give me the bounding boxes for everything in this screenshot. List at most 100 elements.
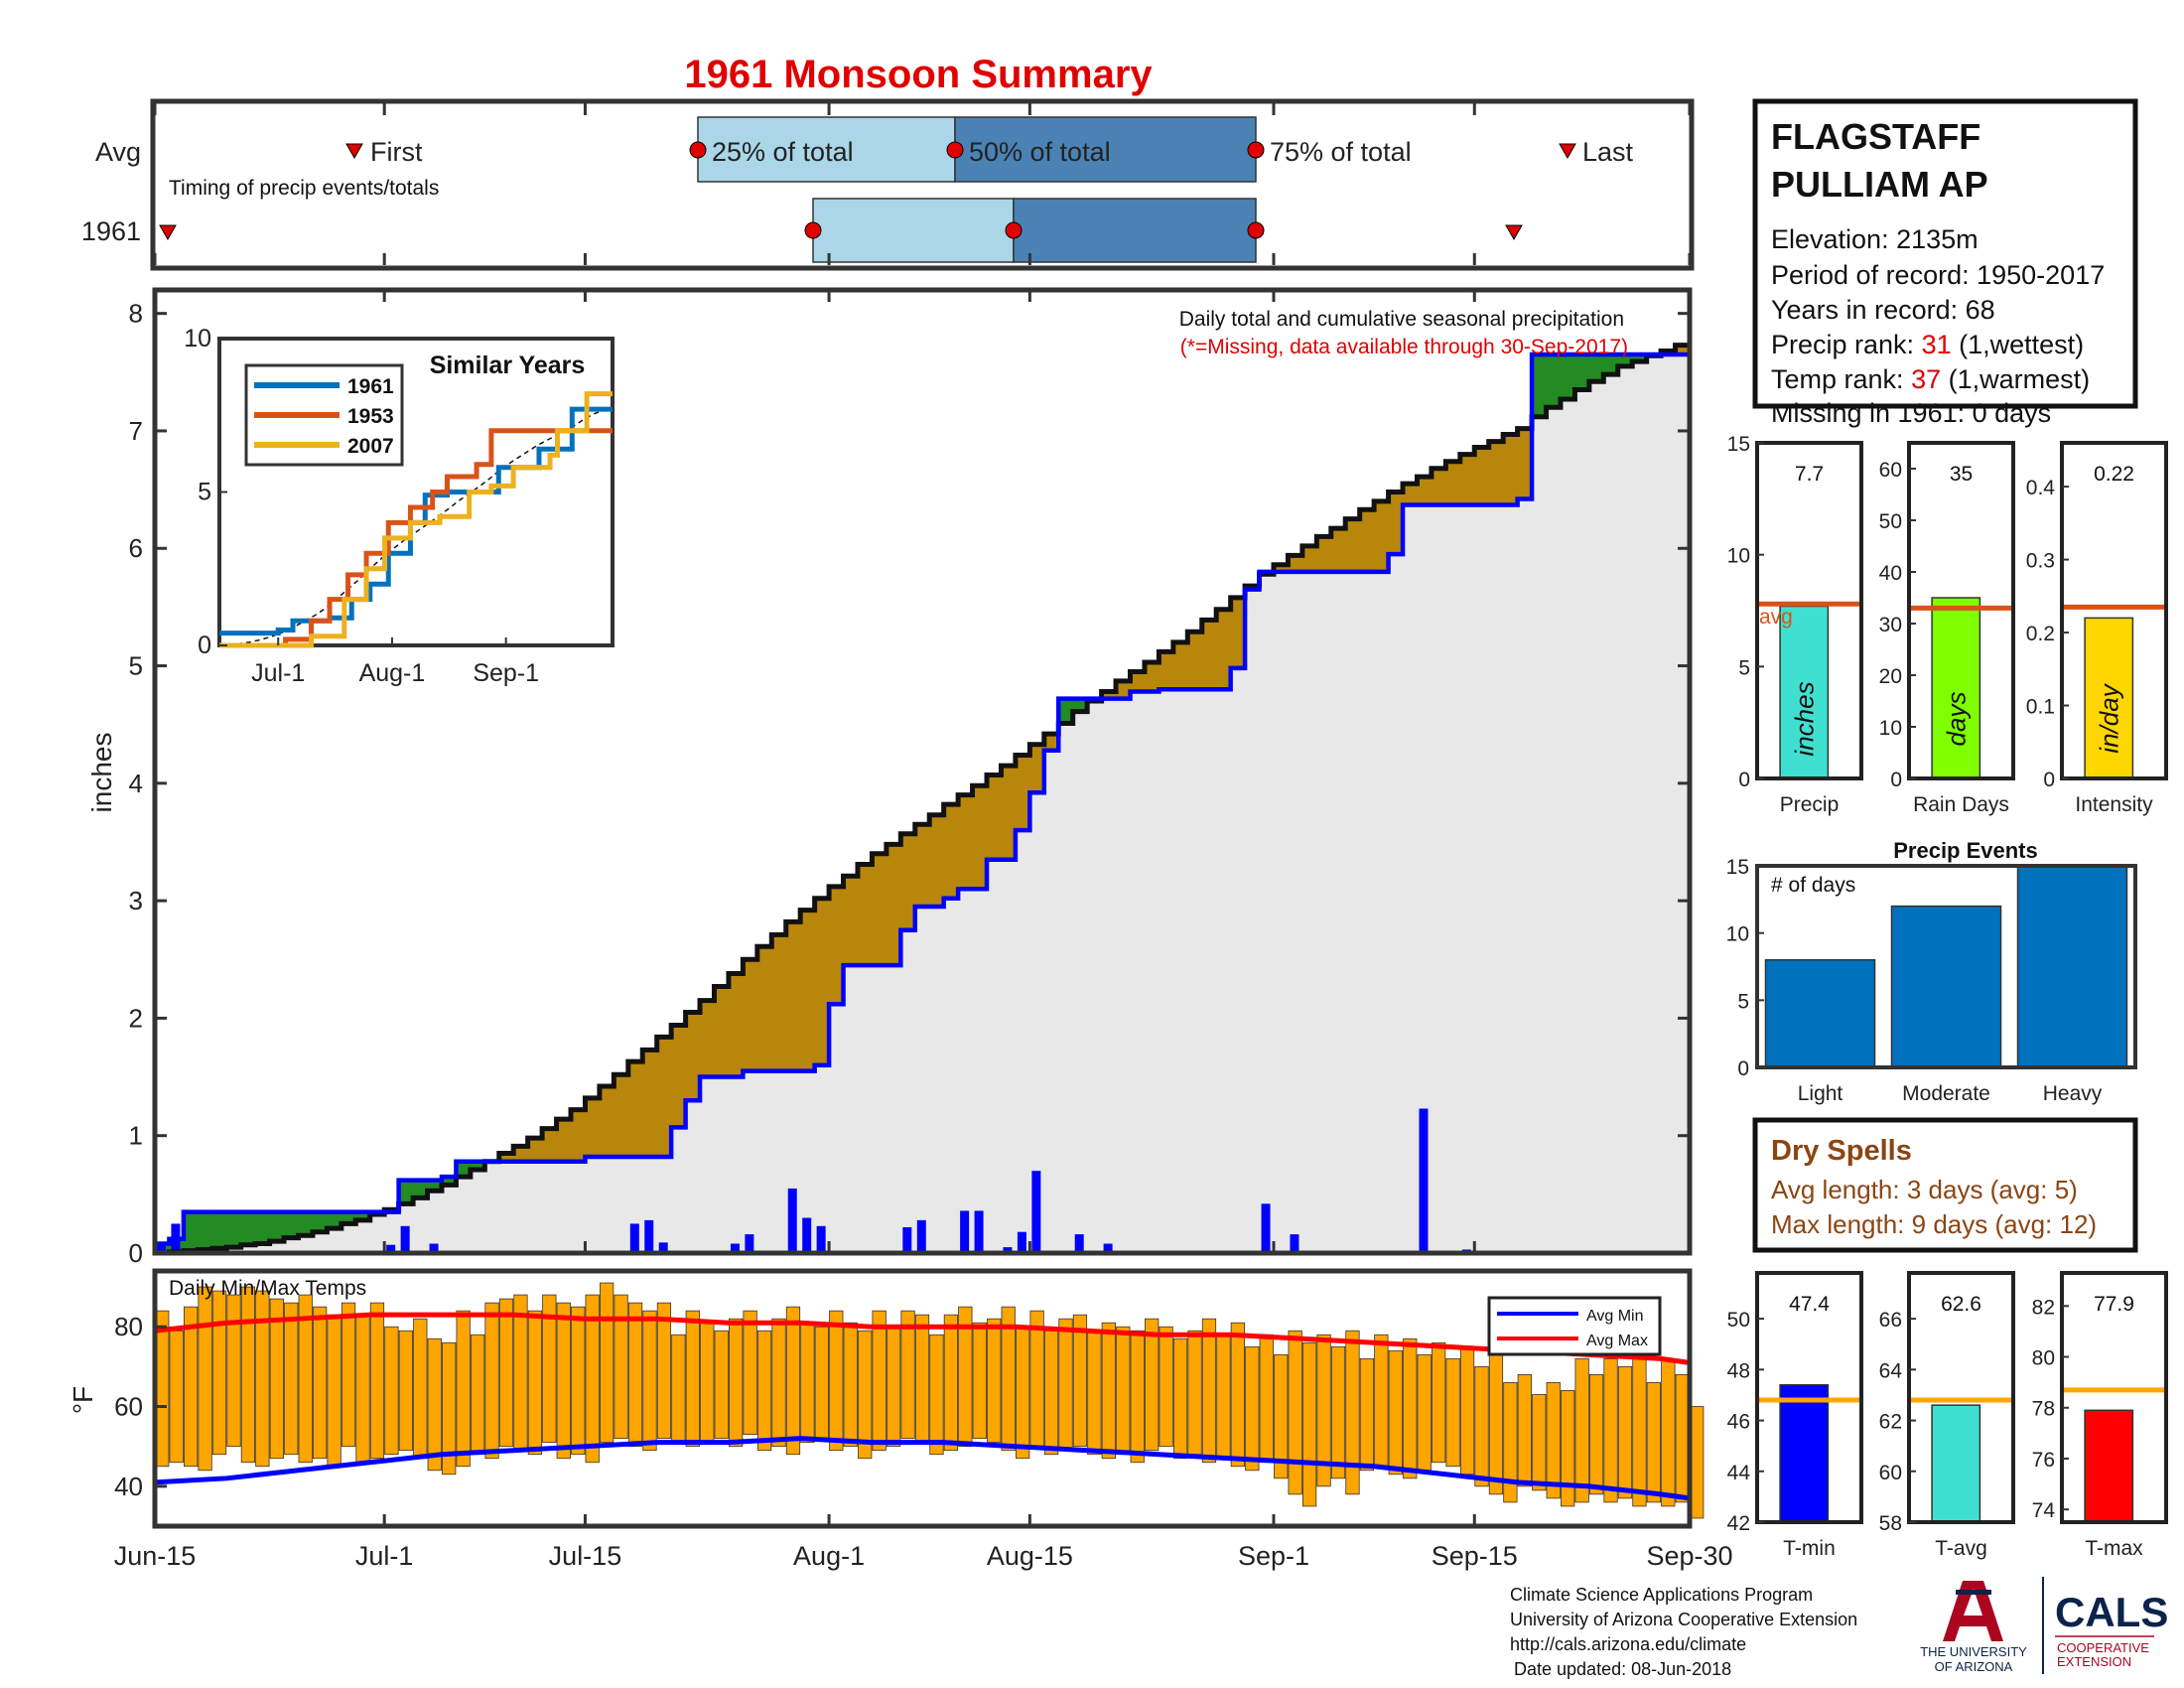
events-axes: Light Moderate Heavy 0 5 10 15 (1726, 856, 2103, 1105)
stat-y-tick-label: 42 (1727, 1512, 1750, 1535)
daily-temp-range-bar (1072, 1314, 1088, 1448)
inset-legend-label: 2007 (347, 435, 394, 458)
date-tick-label: Jul-15 (549, 1541, 622, 1571)
avg-50-marker (946, 141, 964, 159)
daily-temp-range-bar (169, 1330, 184, 1464)
daily-temp-range-bar (1087, 1330, 1102, 1456)
daily-temp-range-bar (1603, 1357, 1618, 1503)
daily-temp-range-bar (1388, 1349, 1403, 1476)
daily-precip-bar (1003, 1247, 1013, 1253)
avg-25-marker (689, 141, 707, 159)
below-average-band (642, 1050, 658, 1157)
footer-line4: Date updated: 08-Jun-2018 (1514, 1659, 1731, 1679)
below-average-band (1015, 755, 1030, 831)
daily-temp-range-bar (1561, 1390, 1575, 1507)
daily-temp-range-bar (1172, 1337, 1188, 1460)
below-average-band (571, 1109, 587, 1162)
stat-category-label: T-min (1783, 1537, 1836, 1560)
y-tick-label: 0 (129, 1238, 143, 1268)
ua-a-bar (1956, 1590, 1991, 1595)
year-75-marker (1247, 221, 1265, 239)
timing-avg-label: Avg (95, 137, 141, 167)
daily-temp-range-bar (442, 1341, 457, 1476)
daily-temp-range-bar (571, 1306, 586, 1456)
inset-y-tick-label: 10 (184, 325, 211, 352)
daily-temp-range-bar (800, 1322, 815, 1444)
daily-precip-bar (658, 1242, 668, 1253)
main-plot-frame (152, 287, 1693, 1256)
below-average-band (1330, 528, 1346, 572)
ua-name-line2: OF ARIZONA (1935, 1659, 2013, 1674)
daily-temp-range-bar (1201, 1318, 1217, 1464)
above-average-band (312, 1211, 328, 1232)
daily-temp-range-bar (1517, 1374, 1532, 1487)
avg-first-marker (345, 143, 363, 160)
daily-temp-range-bar (1445, 1357, 1460, 1468)
stat-y-tick-label: 60 (1879, 1462, 1902, 1484)
footer-line3: http://cals.arizona.edu/climate (1510, 1634, 1746, 1654)
daily-precip-bar (1074, 1234, 1084, 1253)
stat-category-label: Precip (1780, 793, 1840, 816)
daily-temp-range-bar (1359, 1357, 1375, 1472)
above-average-band (441, 1177, 458, 1186)
temps-ylabel: °F (68, 1386, 98, 1414)
footer-line1: Climate Science Applications Program (1510, 1585, 1813, 1605)
below-average-band (929, 814, 945, 908)
daily-temp-range-bar (743, 1310, 757, 1436)
inset-legend-label: 1961 (347, 375, 394, 398)
daily-temp-range-bar (1274, 1353, 1289, 1479)
daily-temp-range-bar (427, 1337, 442, 1472)
daily-temp-range-bar (1345, 1330, 1360, 1495)
below-average-band (1029, 744, 1045, 793)
daily-temp-range-bar (1330, 1345, 1346, 1479)
above-average-band (1632, 354, 1648, 362)
daily-temp-range-bar (556, 1302, 571, 1460)
dry-spells-panel: Dry Spells Avg length: 3 days (avg: 5) M… (1752, 1117, 2138, 1253)
stat-y-tick-label: 30 (1879, 614, 1902, 636)
below-average-band (542, 1128, 558, 1162)
daily-temp-range-bar (183, 1306, 199, 1468)
stat-value-bar (1779, 605, 1830, 779)
date-tick-label: Sep-30 (1646, 1541, 1732, 1571)
daily-temp-range-bar (771, 1318, 786, 1448)
daily-temp-range-bar (413, 1318, 428, 1460)
precip-events-title: Precip Events (1893, 838, 2038, 863)
avg-max-legend-label: Avg Max (1586, 1333, 1648, 1349)
stat-value-label: 47.4 (1789, 1293, 1830, 1316)
daily-precip-bar (1290, 1234, 1299, 1253)
below-average-band (943, 804, 959, 899)
stat-panel-frame (1755, 441, 1863, 780)
main-plot-axes: 0 1 2 3 4 5 6 7 8 (129, 290, 1692, 1268)
stat-value-label: 35 (1950, 463, 1973, 486)
temps-y-tick-label: 60 (114, 1392, 143, 1422)
avg-25-50-box (697, 116, 956, 183)
below-average-band (743, 959, 758, 1071)
daily-temp-range-bar (829, 1310, 844, 1452)
timing-frame (150, 98, 1695, 271)
timing-panel: Avg 1961 Timing of precip events/totals … (81, 98, 1695, 271)
stat-panel-frame (2060, 441, 2168, 780)
below-average-band (1503, 434, 1519, 505)
dry-spells-max: Max length: 9 days (avg: 12) (1771, 1209, 2097, 1239)
daily-temp-range-bar (1145, 1318, 1160, 1452)
stat-y-tick-label: 0.4 (2026, 477, 2056, 499)
year-25-50-box (812, 198, 1015, 263)
below-average-band (1288, 555, 1303, 572)
below-average-band (685, 1012, 701, 1101)
temp-rank-note: (1,warmest) (1941, 364, 2090, 394)
daily-temp-range-bar (1690, 1406, 1705, 1519)
below-average-band (771, 934, 787, 1071)
above-average-band (211, 1211, 227, 1249)
above-average-band (470, 1161, 485, 1171)
below-average-band (1172, 641, 1188, 690)
daily-temp-range-bar (398, 1330, 413, 1452)
ua-name-line1: THE UNIVERSITY (1920, 1644, 2027, 1659)
daily-precip-bar (157, 1243, 166, 1253)
daily-temp-range-bar (642, 1310, 657, 1452)
daily-temp-range-bar (972, 1322, 987, 1440)
daily-temp-range-bar (355, 1314, 370, 1464)
daily-temp-range-bar (327, 1314, 341, 1468)
stat-unit-label: inches (1789, 681, 1819, 756)
daily-temp-range-bar (313, 1306, 328, 1460)
